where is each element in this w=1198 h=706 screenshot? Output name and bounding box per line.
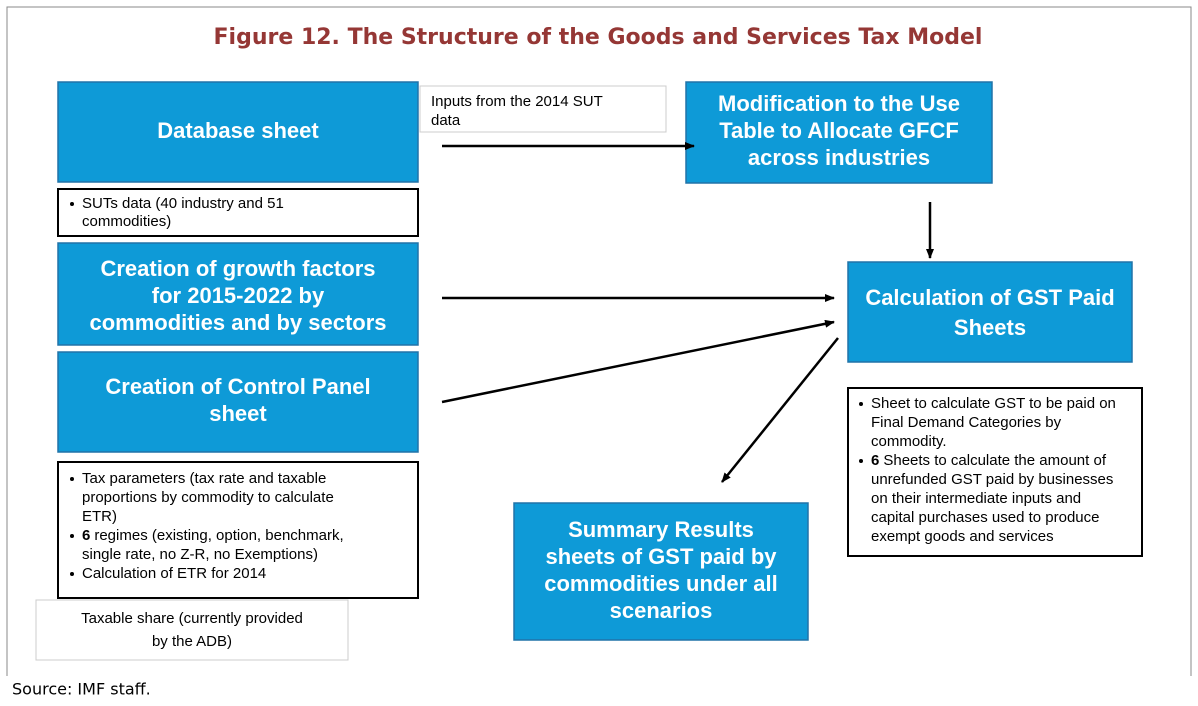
bullet-line: commodity.: [871, 433, 947, 450]
modification-box: [685, 81, 993, 184]
label-line: Summary Results: [568, 517, 754, 542]
bullet-line: single rate, no Z-R, no Exemptions): [82, 546, 318, 563]
suts-box: [57, 188, 419, 237]
label-line: commodities under all: [544, 571, 778, 596]
label-line: sheet: [209, 401, 267, 426]
label-line: Table to Allocate GFCF: [719, 118, 959, 143]
label-line: Creation of growth factors: [100, 256, 375, 281]
bullet-line: 6 regimes (existing, option, benchmark,: [82, 527, 344, 544]
gst-box: [847, 261, 1133, 363]
bullet-line: on their intermediate inputs and: [871, 490, 1081, 507]
control-bullets-box: [57, 461, 419, 599]
bullet-line: commodities): [82, 213, 171, 230]
label-line: Sheets: [954, 315, 1026, 340]
bullet-line: unrefunded GST paid by businesses: [871, 471, 1113, 488]
growth-box: [57, 242, 419, 346]
bullet-text: regimes (existing, option, benchmark,: [94, 527, 343, 544]
database-box: [57, 81, 419, 183]
arrow: [721, 337, 839, 483]
bullet: [859, 402, 863, 406]
bold-number: 6: [871, 452, 879, 469]
inputs-box: [419, 85, 667, 133]
label-line: by the ADB): [152, 633, 232, 650]
label-line: Calculation of GST Paid: [865, 285, 1114, 310]
bullet-line: Tax parameters (tax rate and taxable: [82, 470, 326, 487]
label-line: Creation of Control Panel: [105, 374, 370, 399]
label-line: scenarios: [610, 598, 713, 623]
label-line: commodities and by sectors: [89, 310, 386, 335]
source-note: Source: IMF staff.: [12, 680, 151, 699]
label-line: Taxable share (currently provided: [81, 610, 303, 627]
control-box: [57, 351, 419, 453]
bullet: [859, 459, 863, 463]
bullet-line: capital purchases used to produce: [871, 509, 1099, 526]
label-line: data: [431, 112, 461, 129]
bullet-line: exempt goods and services: [871, 528, 1054, 545]
gst-bullets-box: [847, 387, 1143, 557]
bullet-line: ETR): [82, 508, 117, 525]
label-line: Inputs from the 2014 SUT: [431, 93, 603, 110]
label-line: sheets of GST paid by: [545, 544, 777, 569]
bullet-line: Sheet to calculate GST to be paid on: [871, 395, 1116, 412]
label-line: Database sheet: [157, 118, 319, 143]
bullet: [70, 202, 74, 206]
label-line: across industries: [748, 145, 930, 170]
bullet-text: Sheets to calculate the amount of: [883, 452, 1106, 469]
bullet: [70, 534, 74, 538]
label-line: for 2015-2022 by: [152, 283, 325, 308]
bullet-line: Final Demand Categories by: [871, 414, 1062, 431]
bullet-line: proportions by commodity to calculate: [82, 489, 334, 506]
bullet-line: SUTs data (40 industry and 51: [82, 195, 284, 212]
summary-box: [513, 502, 809, 641]
arrow: [441, 319, 835, 404]
bullet-line: 6 Sheets to calculate the amount of: [871, 452, 1107, 469]
label-line: Modification to the Use: [718, 91, 960, 116]
taxable-box: [35, 599, 349, 661]
frame: [6, 6, 1192, 676]
bullet: [70, 477, 74, 481]
figure-title: Figure 12. The Structure of the Goods an…: [214, 25, 983, 50]
bullet: [70, 572, 74, 576]
bold-number: 6: [82, 527, 90, 544]
bullet-line: Calculation of ETR for 2014: [82, 565, 266, 582]
